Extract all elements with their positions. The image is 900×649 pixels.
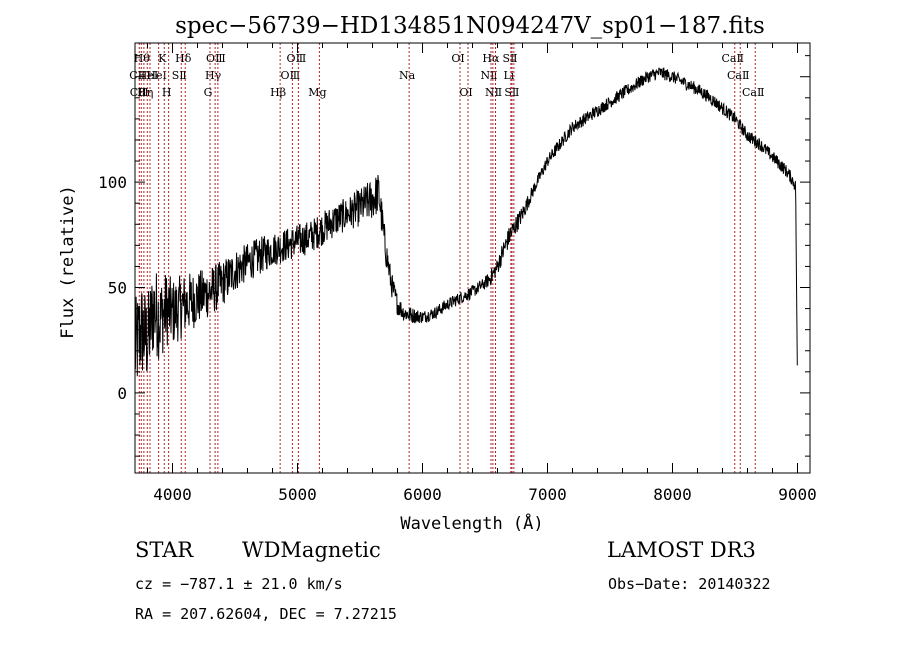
chart-title: spec−56739−HD134851N094247V_sp01−187.fit…: [175, 13, 765, 39]
line-label-4: HeⅠ: [138, 69, 158, 82]
spectrum-series: [134, 67, 798, 377]
y-axis-label: Flux (relative): [58, 185, 78, 339]
x-tick-label-4000: 4000: [153, 485, 192, 504]
line-label-21: Hα: [482, 52, 500, 65]
y-tick-label-0: 0: [117, 384, 127, 403]
y-tick-label-100: 100: [98, 173, 127, 192]
line-label-5: HeⅠ: [146, 69, 166, 82]
ra-dec-coordinates: RA = 207.62604, DEC = 7.27215: [135, 605, 397, 623]
line-label-27: CaⅡ: [727, 69, 749, 82]
line-label-28: CaⅡ: [742, 86, 764, 99]
object-subclass: WDMagnetic: [242, 538, 381, 562]
line-label-6: K: [158, 52, 167, 65]
line-label-24: SⅡ: [502, 52, 517, 65]
survey-name: LAMOST DR3: [607, 538, 756, 562]
line-label-7: H: [162, 86, 172, 99]
line-label-25: SⅡ: [504, 86, 519, 99]
object-class: STAR: [135, 538, 194, 562]
line-label-18: OⅠ: [451, 52, 464, 65]
emission-line-markers: CⅡCⅢHθHηHeⅠHeⅠKHSⅡHδGHγOⅢHβOⅢOⅢMgNaOⅠOⅠN…: [129, 43, 764, 473]
x-tick-label-7000: 7000: [528, 485, 567, 504]
line-label-19: OⅠ: [459, 86, 472, 99]
line-label-26: CaⅡ: [722, 52, 744, 65]
line-label-14: OⅢ: [281, 69, 301, 82]
x-tick-label-8000: 8000: [653, 485, 692, 504]
line-label-22: NⅡ: [485, 86, 502, 99]
x-tick-label-6000: 6000: [403, 485, 442, 504]
axes: 4000 5000 6000 7000 8000 9000 0 50 100: [98, 42, 817, 504]
x-axis-label: Wavelength (Å): [400, 512, 543, 534]
line-label-3: Hη: [137, 86, 153, 99]
line-label-16: Mg: [308, 86, 326, 99]
line-label-10: G: [204, 86, 213, 99]
line-label-12: OⅢ: [206, 52, 226, 65]
line-label-13: Hβ: [270, 86, 286, 99]
observation-date: Obs−Date: 20140322: [608, 575, 771, 593]
x-tick-label-9000: 9000: [778, 485, 817, 504]
redshift-cz: cz = −787.1 ± 21.0 km/s: [135, 575, 343, 593]
y-tick-label-50: 50: [108, 279, 127, 298]
line-label-15: OⅢ: [287, 52, 307, 65]
spectrum-line: [134, 67, 798, 377]
x-tick-label-5000: 5000: [278, 485, 317, 504]
line-label-20: NⅡ: [480, 69, 497, 82]
line-label-11: Hγ: [205, 69, 222, 82]
line-label-9: Hδ: [175, 52, 192, 65]
line-label-23: Li: [503, 69, 514, 82]
line-label-8: SⅡ: [172, 69, 187, 82]
line-label-17: Na: [399, 69, 416, 82]
line-label-2: Hθ: [134, 52, 151, 65]
